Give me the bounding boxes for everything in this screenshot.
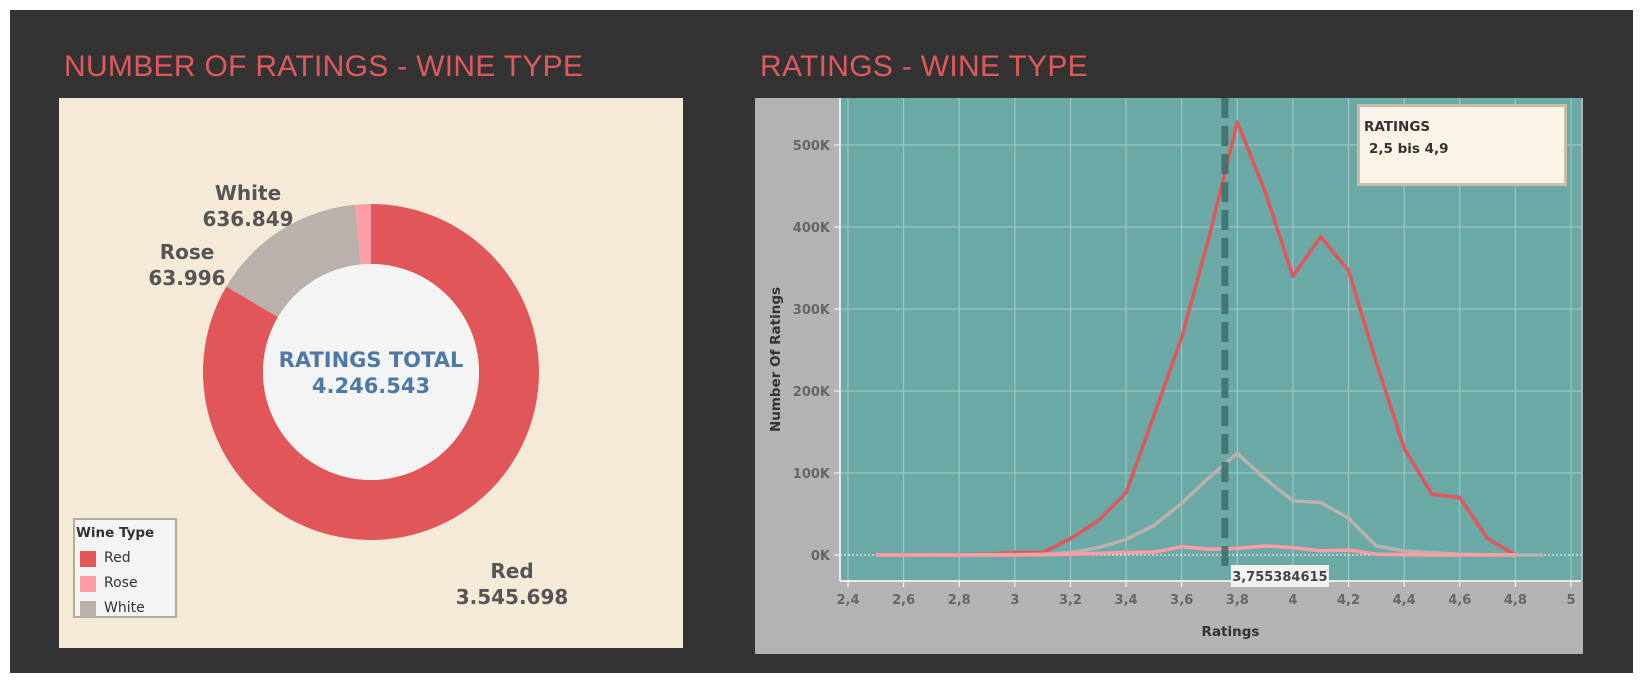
x-tick-label: 4,6 xyxy=(1448,593,1471,608)
x-tick-label: 3,2 xyxy=(1059,593,1082,608)
x-tick-label: 4,2 xyxy=(1337,593,1360,608)
y-axis-title: Number Of Ratings xyxy=(768,287,784,432)
donut-slice-rose[interactable] xyxy=(355,204,371,265)
slice-category-label: Red xyxy=(490,559,533,583)
reference-label-bg xyxy=(1230,565,1329,587)
center-total: 4.246.543 xyxy=(312,374,430,398)
line-chart-title: RATINGS - WINE TYPE xyxy=(760,50,1088,83)
x-tick-label: 4,8 xyxy=(1504,593,1527,608)
slice-value-label: 63.996 xyxy=(148,266,225,290)
x-tick-label: 3,4 xyxy=(1115,593,1138,608)
slice-value-label: 636.849 xyxy=(202,207,293,231)
donut-chart-panel[interactable]: RATINGS TOTAL 4.246.543 Red 3.545.698 Rose 63… xyxy=(59,98,683,648)
legend-label-red: Red xyxy=(104,550,131,566)
donut-chart[interactable]: RATINGS TOTAL4.246.543Red3.545.698Rose63… xyxy=(59,98,683,648)
x-tick-label: 5 xyxy=(1566,593,1575,608)
ratings-filter-box[interactable]: RATINGS 2,5 bis 4,9 xyxy=(1357,104,1567,186)
slice-value-label: 3.545.698 xyxy=(456,585,569,609)
legend-swatch-rose xyxy=(80,576,96,592)
reference-line-label: 3,755384615 xyxy=(1230,565,1329,587)
reference-value: 3,755384615 xyxy=(1232,570,1327,585)
line-chart-panel[interactable]: 2,4 2,6 2,8 3 3,2 3,4 3,6 3,8 4 4,2 4,4 4,6 4,8 5 0K 10… xyxy=(755,98,1583,654)
y-tick-label: 100K xyxy=(793,467,831,482)
legend-title: Wine Type xyxy=(76,525,155,541)
donut-chart-title: NUMBER OF RATINGS - WINE TYPE xyxy=(64,50,584,83)
legend-item-white[interactable]: White xyxy=(80,600,176,618)
x-axis-title: Ratings xyxy=(1202,624,1260,640)
y-tick-label: 400K xyxy=(793,221,831,236)
x-tick-label: 4,4 xyxy=(1393,593,1416,608)
series-line-2[interactable] xyxy=(875,544,1516,557)
x-tick-label: 2,4 xyxy=(836,593,859,608)
slice-category-label: Rose xyxy=(160,240,215,264)
legend-item-red[interactable]: Red xyxy=(80,550,176,568)
donut-hole xyxy=(263,264,479,480)
x-tick-label: 2,6 xyxy=(892,593,915,608)
y-tick-label: 300K xyxy=(793,303,831,318)
filter-value: 2,5 bis 4,9 xyxy=(1369,141,1449,157)
y-tick-label: 0K xyxy=(811,549,831,564)
x-tick-label: 3,6 xyxy=(1170,593,1193,608)
filter-title: RATINGS xyxy=(1364,119,1431,135)
legend-label-white: White xyxy=(104,600,145,616)
slice-category-label: White xyxy=(215,181,281,205)
x-tick-label: 3,8 xyxy=(1226,593,1249,608)
legend-item-rose[interactable]: Rose xyxy=(80,575,176,593)
x-tick-label: 2,8 xyxy=(948,593,971,608)
x-tick-label: 4 xyxy=(1288,593,1297,608)
legend-swatch-red xyxy=(80,551,96,567)
legend-swatch-white xyxy=(80,601,96,617)
center-label: RATINGS TOTAL xyxy=(279,348,464,372)
legend-label-rose: Rose xyxy=(104,575,138,591)
wine-type-legend[interactable]: Wine Type Red Rose White xyxy=(73,518,177,618)
x-tick-label: 3 xyxy=(1010,593,1019,608)
y-tick-label: 500K xyxy=(793,139,831,154)
donut-slice-red[interactable] xyxy=(203,204,540,540)
y-tick-label: 200K xyxy=(793,385,831,400)
donut-slice-white[interactable] xyxy=(226,204,361,318)
